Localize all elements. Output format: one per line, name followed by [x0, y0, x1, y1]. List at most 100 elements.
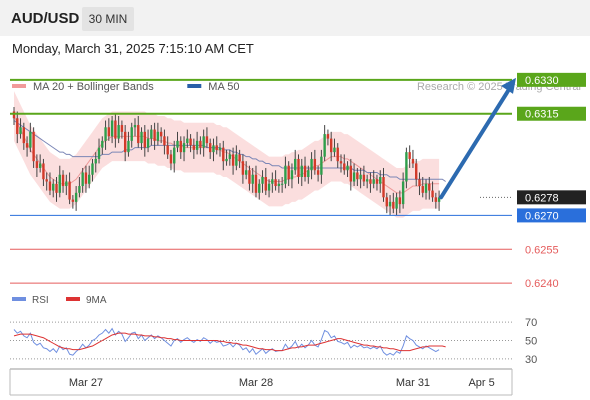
candle-body	[169, 154, 173, 164]
candle-body	[346, 165, 349, 171]
x-tick-label: Mar 27	[69, 377, 103, 389]
rsi-level-label: 50	[525, 336, 537, 348]
candle-body	[303, 165, 307, 177]
candle-body	[352, 172, 356, 182]
candle-body	[127, 140, 130, 153]
candle-body	[101, 140, 104, 148]
candle-body	[215, 145, 218, 150]
candle-body	[336, 147, 339, 162]
candle-body	[385, 197, 388, 207]
candle-body	[32, 131, 35, 162]
candle-body	[349, 165, 353, 182]
rsi-legend-swatch-0	[12, 297, 26, 301]
candle-body	[228, 154, 232, 159]
candle-body	[117, 125, 120, 139]
candle-body	[271, 179, 274, 184]
candle-body	[81, 172, 84, 187]
candle-body	[264, 177, 267, 191]
rsi-legend-label-1: 9MA	[86, 295, 107, 306]
candle-body	[333, 147, 336, 153]
candle-body	[186, 138, 189, 144]
candle-body	[68, 181, 71, 200]
candle-body	[130, 127, 133, 141]
candle-body	[290, 170, 294, 180]
candle-body	[307, 170, 310, 177]
resistance-level-tag	[517, 72, 586, 87]
candle-body	[179, 140, 182, 153]
candle-body	[401, 181, 405, 205]
candle-body	[78, 186, 81, 193]
candle-body	[411, 158, 415, 164]
legend-swatch-1	[187, 84, 202, 88]
candle-body	[408, 152, 411, 159]
candle-body	[343, 163, 346, 171]
candle-body	[218, 147, 222, 150]
candle-body	[104, 127, 107, 141]
candle-body	[369, 179, 372, 184]
forecast-arrow	[439, 85, 512, 200]
resistance-level-tag	[517, 106, 586, 121]
legend-swatch-0	[12, 84, 26, 88]
support-level-tag	[517, 208, 586, 223]
candle-body	[362, 174, 366, 182]
candle-body	[261, 177, 264, 184]
header-bar: AUD/USD 30 MIN	[0, 0, 590, 36]
candle-body	[375, 179, 379, 184]
candle-body	[182, 143, 186, 153]
candle-body	[107, 127, 111, 137]
candle-body	[94, 158, 97, 164]
candle-body	[22, 127, 26, 144]
candle-body	[209, 143, 212, 153]
legend-label-0: MA 20 + Bollinger Bands	[33, 81, 154, 93]
candle-body	[150, 129, 153, 139]
candle-body	[12, 111, 16, 119]
candle-body	[123, 131, 127, 153]
candle-body	[45, 179, 48, 182]
candle-body	[405, 152, 408, 182]
candle-body	[251, 174, 254, 184]
candle-body	[231, 154, 235, 166]
resistance-level-label: 0.6315	[525, 109, 559, 121]
candle-body	[284, 165, 287, 184]
candle-body	[326, 134, 330, 139]
candle-body	[294, 158, 297, 171]
timeframe-badge[interactable]: 30 MIN	[82, 7, 134, 31]
candle-body	[156, 131, 160, 141]
candle-body	[199, 140, 202, 148]
candle-body	[189, 138, 192, 146]
candle-body	[277, 183, 281, 187]
candle-body	[143, 131, 146, 148]
candle-body	[146, 138, 150, 148]
x-tick-label: Mar 28	[239, 377, 273, 389]
current-price-label: 0.6278	[525, 192, 559, 204]
candle-body	[65, 181, 68, 187]
candle-body	[176, 140, 179, 148]
candle-body	[71, 199, 75, 202]
legend-label-1: MA 50	[208, 81, 239, 93]
candle-body	[382, 177, 385, 198]
candle-body	[133, 125, 137, 128]
candle-body	[222, 147, 225, 162]
candle-body	[313, 158, 317, 171]
resistance-level-label: 0.6330	[525, 75, 559, 87]
candle-body	[329, 138, 333, 153]
candle-body	[173, 147, 176, 164]
candle-body	[320, 156, 323, 175]
candle-body	[205, 136, 209, 144]
candle-body	[244, 170, 248, 175]
candle-body	[428, 183, 431, 191]
datetime-label: Monday, March 31, 2025 7:15:10 AM CET	[12, 41, 254, 56]
candle-body	[110, 120, 114, 137]
candle-body	[241, 161, 245, 175]
symbol-title: AUD/USD	[11, 10, 80, 27]
candle-body	[379, 177, 382, 184]
x-tick-label: Mar 31	[396, 377, 430, 389]
candle-body	[431, 190, 434, 198]
candle-body	[225, 158, 228, 162]
candle-body	[421, 186, 424, 193]
rsi-legend-swatch-1	[66, 297, 80, 301]
candle-body	[61, 174, 65, 187]
candle-body	[55, 183, 58, 193]
candle-body	[415, 163, 418, 180]
